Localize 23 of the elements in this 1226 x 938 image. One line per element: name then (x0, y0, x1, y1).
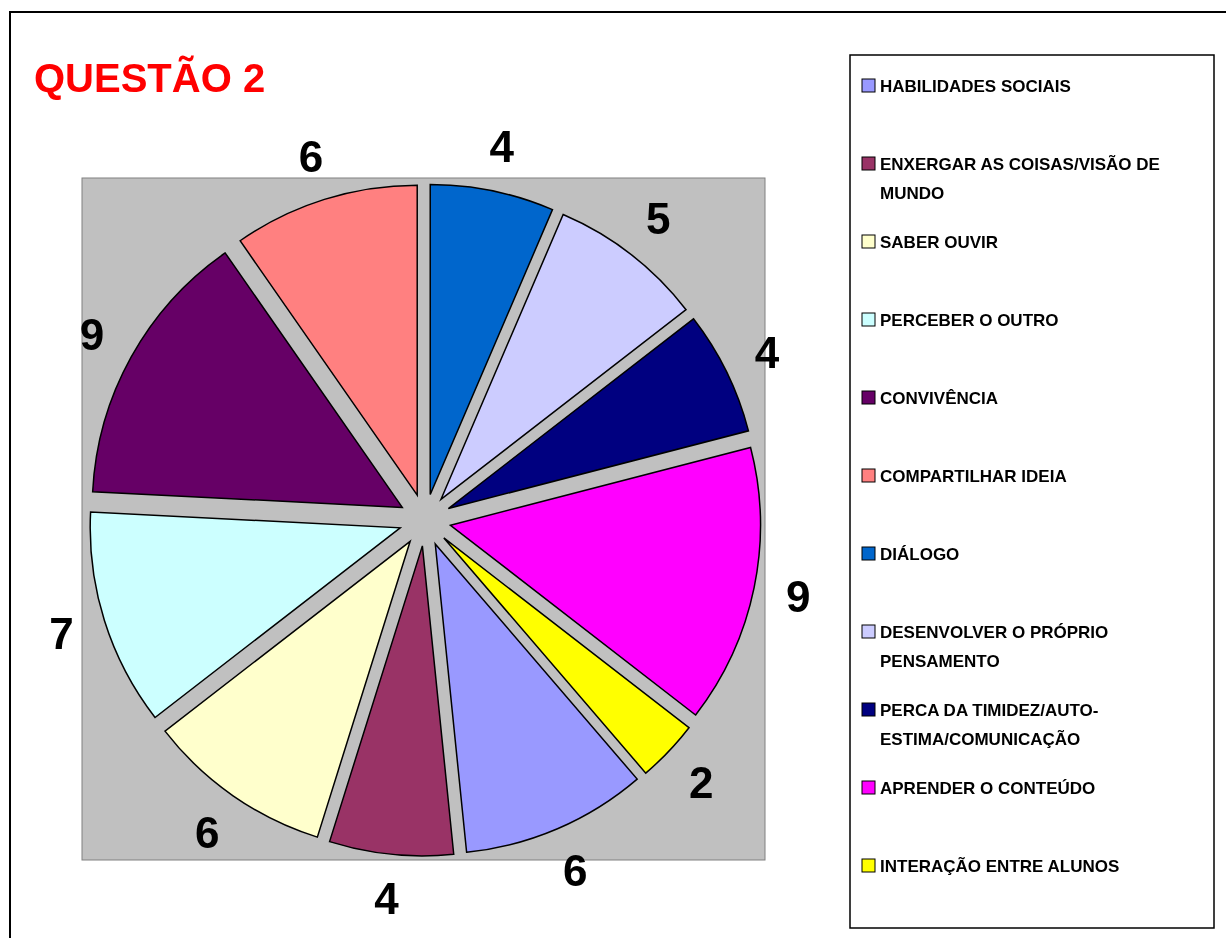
data-label: 9 (785, 572, 811, 622)
legend-label: INTERAÇÃO ENTRE ALUNOS (880, 855, 1120, 876)
data-label: 5 (645, 194, 671, 244)
legend-label: ENXERGAR AS COISAS/VISÃO DE MUNDO (880, 153, 1160, 203)
data-label: 4 (754, 327, 780, 377)
legend-label: DIÁLOGO (880, 544, 960, 564)
data-label: 9 (79, 310, 105, 360)
legend-label: COMPARTILHAR IDEIA (880, 466, 1067, 486)
data-label: 4 (489, 122, 515, 172)
data-label: 2 (688, 757, 714, 807)
legend-label: SABER OUVIR (880, 232, 999, 252)
legend-label: PERCA DA TIMIDEZ/AUTO-ESTIMA/COMUNICAÇÃO (880, 700, 1099, 749)
legend-label: DESENVOLVER O PRÓPRIO PENSAMENTO (880, 622, 1109, 671)
data-label: 7 (49, 609, 74, 659)
data-label: 4 (374, 874, 400, 924)
data-label: 6 (195, 808, 220, 858)
legend-label: APRENDER O CONTEÚDO (880, 778, 1096, 798)
legend-label: CONVIVÊNCIA (880, 388, 999, 408)
legend-label: HABILIDADES SOCIAIS (880, 76, 1071, 96)
legend-label: PERCEBER O OUTRO (880, 310, 1059, 330)
data-label: 6 (563, 845, 588, 895)
chart-title: QUESTÃO 2 (34, 55, 266, 100)
data-label: 6 (298, 131, 324, 181)
